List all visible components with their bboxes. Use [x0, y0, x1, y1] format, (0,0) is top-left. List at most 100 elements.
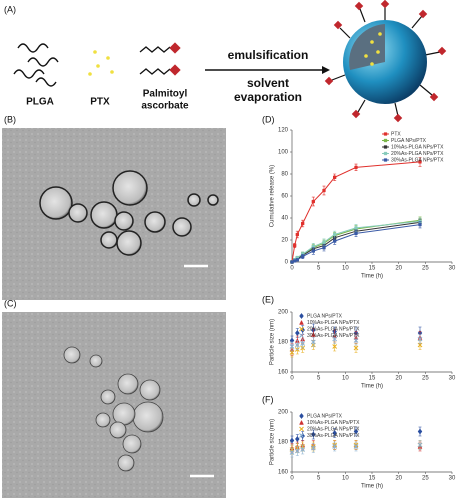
- data-point: [333, 175, 337, 179]
- tem-image: [2, 128, 226, 300]
- x-tick-label: 25: [422, 476, 429, 482]
- x-tick-label: 5: [317, 266, 321, 272]
- x-tick-label: 30: [449, 266, 456, 272]
- data-point: [311, 199, 315, 204]
- legend-label: PLGA NPs/PTX: [307, 413, 343, 419]
- data-point: [300, 341, 306, 346]
- panel-label: (B): [4, 114, 16, 124]
- plga-icon: [13, 43, 59, 87]
- x-tick-label: 15: [369, 266, 376, 272]
- data-point: [289, 344, 295, 349]
- tem-image: [2, 312, 226, 498]
- data-point: [289, 437, 295, 444]
- x-axis-label: Time (h): [361, 384, 383, 390]
- data-point: [353, 428, 359, 435]
- x-tick-label: 5: [317, 476, 321, 482]
- data-point: [300, 447, 306, 452]
- legend-marker: [299, 412, 304, 420]
- y-tick-label: 160: [278, 470, 289, 476]
- legend-marker: [299, 319, 304, 325]
- x-tick-label: 20: [395, 376, 402, 382]
- legend-marker: [299, 312, 304, 320]
- data-point: [417, 336, 423, 342]
- data-point: [294, 448, 300, 454]
- x-tick-label: 10: [342, 266, 349, 272]
- data-point: [295, 329, 300, 337]
- data-point: [311, 249, 315, 253]
- legend-marker: [383, 158, 388, 162]
- legend-label: 20%As-PLGA NPs/PTX: [307, 326, 360, 332]
- y-tick-label: 40: [281, 216, 288, 222]
- nanoparticle: [324, 0, 447, 123]
- series-line: [291, 161, 421, 263]
- data-point: [353, 444, 359, 449]
- x-tick-label: 0: [290, 476, 294, 482]
- panel-label: (D): [262, 114, 275, 124]
- data-point: [290, 260, 294, 264]
- x-tick-label: 15: [369, 376, 376, 382]
- ptx-icon: [88, 50, 114, 76]
- data-point: [295, 435, 300, 443]
- x-tick-label: 5: [317, 376, 321, 382]
- legend-label: PTX: [391, 131, 401, 137]
- material-label: ascorbate: [141, 101, 189, 112]
- panel-label: (E): [262, 294, 274, 304]
- x-tick-label: 30: [449, 376, 456, 382]
- data-point: [332, 429, 337, 437]
- x-tick-label: 25: [422, 266, 429, 272]
- process-label: solvent: [247, 76, 289, 90]
- y-tick-label: 180: [278, 340, 289, 346]
- y-tick-label: 200: [278, 410, 289, 416]
- legend-label: 30%As-PLGA NPs/PTX: [307, 433, 360, 439]
- data-point: [310, 331, 316, 337]
- y-axis-label: Particle size (nm): [270, 419, 276, 465]
- y-tick-label: 160: [278, 370, 289, 376]
- x-axis-label: Time (h): [361, 274, 383, 280]
- data-point: [354, 231, 358, 236]
- data-point: [294, 342, 300, 348]
- legend-marker: [383, 151, 388, 156]
- x-axis-label: Time (h): [361, 484, 383, 490]
- x-tick-label: 10: [342, 476, 349, 482]
- y-tick-label: 20: [281, 238, 288, 244]
- data-point: [417, 428, 423, 435]
- data-point: [354, 165, 358, 170]
- x-tick-label: 0: [290, 376, 294, 382]
- y-axis-label: Particle size (nm): [270, 319, 276, 365]
- y-tick-label: 0: [285, 260, 289, 266]
- data-point: [301, 221, 305, 226]
- legend-marker: [383, 132, 388, 136]
- y-tick-label: 200: [278, 310, 289, 316]
- data-point: [332, 344, 338, 349]
- legend-marker: [299, 333, 304, 338]
- palmitoyl-icon: [139, 42, 181, 76]
- legend-label: 20%As-PLGA NPs/PTX: [307, 426, 360, 432]
- arrow-head: [322, 66, 330, 74]
- data-point: [295, 232, 299, 237]
- data-point: [322, 188, 326, 193]
- legend-label: 10%As-PLGA NPs/PTX: [391, 144, 444, 150]
- x-tick-label: 25: [422, 376, 429, 382]
- legend-marker: [299, 433, 304, 438]
- legend-label: 30%As-PLGA NPs/PTX: [391, 157, 444, 163]
- legend-marker: [383, 145, 388, 149]
- material-label: Palmitoyl: [143, 89, 188, 100]
- data-point: [310, 445, 316, 451]
- x-tick-label: 20: [395, 476, 402, 482]
- legend-marker: [299, 326, 304, 332]
- process-label: evaporation: [234, 90, 302, 104]
- material-label: PLGA: [26, 97, 54, 108]
- legend-marker: [299, 419, 304, 425]
- y-tick-label: 180: [278, 440, 289, 446]
- legend-label: 20%As-PLGA NPs/PTX: [391, 151, 444, 157]
- legend-label: 10%As-PLGA NPs/PTX: [307, 320, 360, 326]
- y-tick-label: 120: [278, 128, 289, 134]
- legend-marker: [299, 426, 304, 432]
- data-point: [353, 338, 359, 343]
- data-point: [353, 345, 359, 351]
- data-point: [293, 243, 297, 248]
- x-tick-label: 20: [395, 266, 402, 272]
- material-label: PTX: [90, 97, 110, 108]
- data-point: [289, 450, 295, 455]
- x-tick-label: 10: [342, 376, 349, 382]
